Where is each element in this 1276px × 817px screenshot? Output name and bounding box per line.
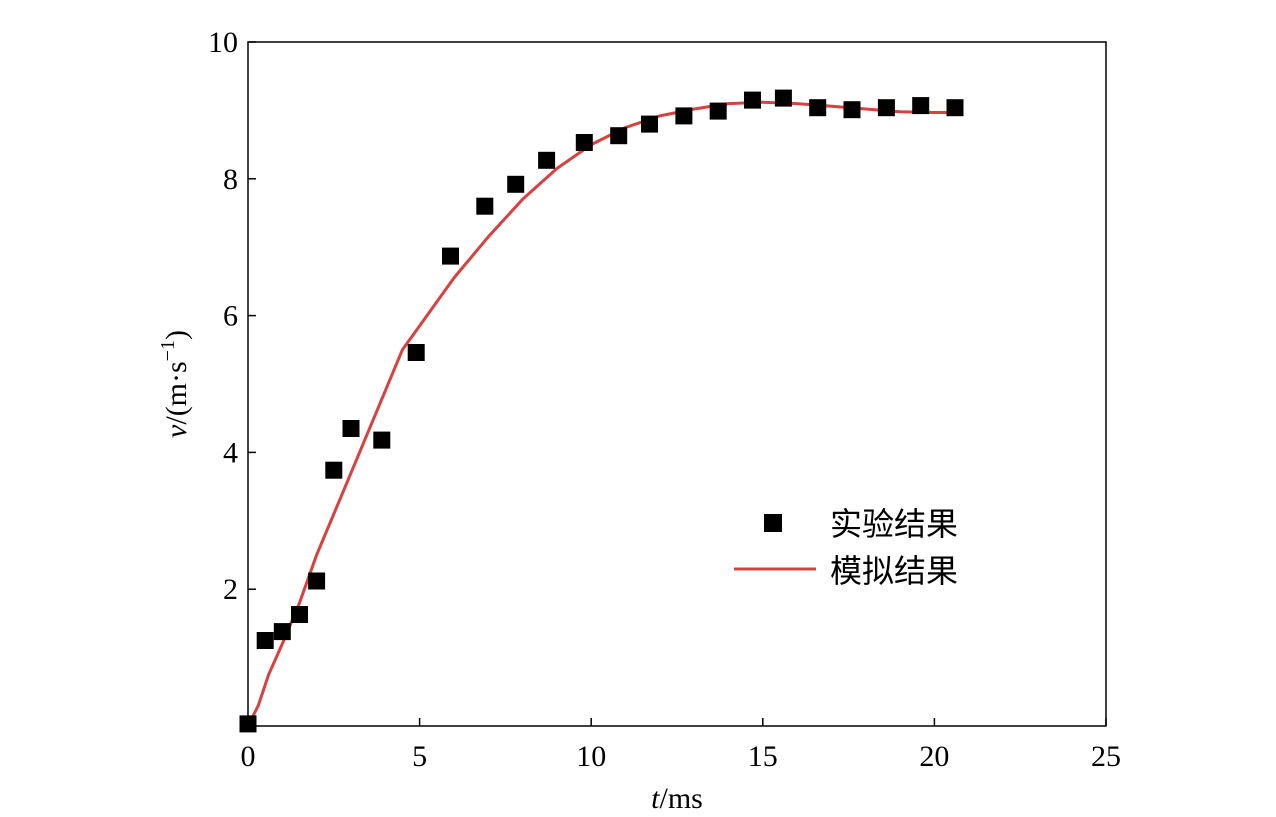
x-tick-label-0: 0 bbox=[241, 740, 256, 773]
data-point-14 bbox=[610, 127, 628, 145]
y-tick-label-1: 4 bbox=[223, 436, 238, 469]
y-tick-label-3: 8 bbox=[223, 163, 238, 196]
data-point-24 bbox=[946, 99, 964, 117]
data-point-23 bbox=[912, 97, 930, 115]
data-point-8 bbox=[407, 344, 425, 361]
data-point-9 bbox=[442, 247, 459, 265]
data-point-11 bbox=[507, 175, 525, 193]
legend: 实验结果 模拟结果 bbox=[734, 505, 958, 590]
legend-label-simulation: 模拟结果 bbox=[830, 552, 958, 590]
data-point-21 bbox=[843, 101, 861, 119]
data-point-18 bbox=[744, 91, 761, 109]
plot-frame bbox=[247, 41, 1107, 727]
data-point-22 bbox=[877, 99, 895, 117]
data-point-2 bbox=[273, 623, 291, 641]
x-tick-label-5: 25 bbox=[1091, 740, 1121, 773]
data-point-6 bbox=[342, 420, 360, 437]
y-tick-label-4: 10 bbox=[208, 26, 238, 59]
data-point-19 bbox=[774, 89, 792, 107]
y-axis-label: v/(m·s−1) bbox=[157, 330, 193, 438]
data-point-1 bbox=[256, 632, 274, 649]
axis-ticks bbox=[247, 41, 1107, 726]
data-point-16 bbox=[675, 107, 693, 125]
data-point-0 bbox=[239, 715, 257, 733]
tick-labels: 0 5 10 15 20 25 2 4 6 8 10 bbox=[208, 26, 1121, 773]
data-point-5 bbox=[325, 461, 343, 479]
data-point-4 bbox=[308, 572, 326, 590]
x-tick-label-3: 15 bbox=[748, 740, 778, 773]
y-tick-label-2: 6 bbox=[223, 300, 238, 333]
x-tick-label-4: 20 bbox=[919, 740, 949, 773]
series-line-group bbox=[246, 100, 955, 727]
data-point-17 bbox=[709, 102, 727, 120]
x-axis-label: t/ms bbox=[651, 782, 703, 815]
y-tick-label-0: 2 bbox=[223, 573, 238, 606]
x-tick-label-2: 10 bbox=[576, 740, 606, 773]
x-tick-label-1: 5 bbox=[412, 740, 427, 773]
data-point-20 bbox=[809, 99, 827, 117]
legend-marker-square bbox=[764, 514, 782, 532]
legend-label-experiment: 实验结果 bbox=[830, 505, 958, 543]
data-point-13 bbox=[575, 134, 593, 151]
data-point-10 bbox=[476, 197, 494, 215]
series-points-group bbox=[239, 89, 964, 733]
data-point-3 bbox=[291, 606, 308, 623]
data-point-15 bbox=[641, 115, 658, 133]
data-point-7 bbox=[373, 431, 391, 449]
series-line-simulation bbox=[246, 100, 955, 727]
data-point-12 bbox=[538, 151, 556, 169]
